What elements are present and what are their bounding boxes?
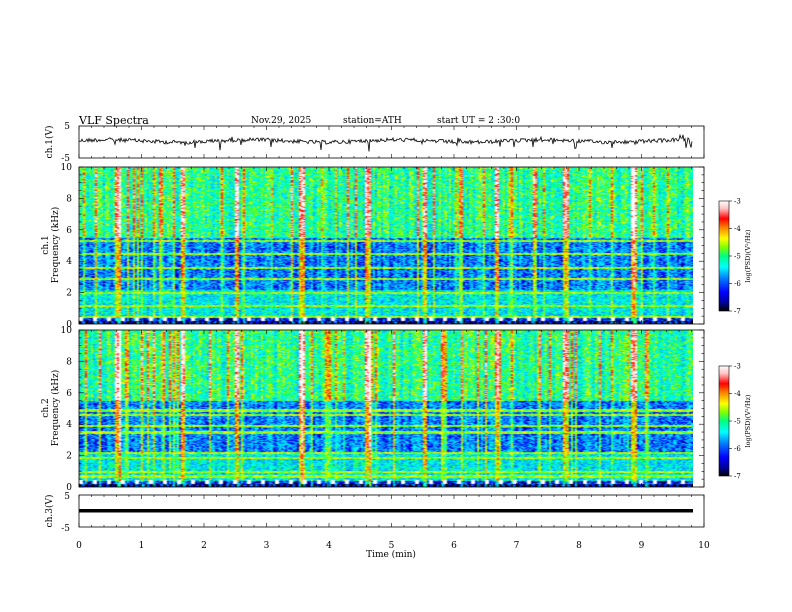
ch2-spectrogram-image (79, 330, 693, 487)
ch1-colorbar-ticks: -3 -4 -5 -6 -7 (729, 198, 741, 316)
colorbar-tick-label: -4 (734, 225, 741, 233)
ch2-spectrogram-panel: 0 2 4 6 8 10 ch.2 Frequency (kHz) (41, 326, 705, 493)
x-tick-label: 1 (139, 541, 145, 551)
x-tick-label: 8 (576, 541, 582, 551)
colorbar-tick-label: -3 (734, 198, 741, 206)
ch1-colorbar-label: log(PSD)(V²/Hz) (744, 229, 752, 282)
x-tick-label: 7 (514, 541, 520, 551)
ch1-waveform-line (78, 133, 693, 152)
x-tick-label: 10 (698, 541, 710, 551)
y-tick-label: 0 (66, 483, 72, 493)
ch3-ylabel: ch.3(V) (44, 495, 55, 528)
ch1-ytick-top: 5 (64, 122, 70, 132)
x-axis-label: Time (min) (366, 549, 416, 560)
x-tick-label: 6 (451, 541, 457, 551)
station-label: station=ATH (343, 116, 402, 126)
y-tick-label: 6 (66, 226, 72, 236)
y-tick-label: 6 (66, 389, 72, 399)
y-tick-label: 10 (61, 163, 73, 173)
ch1-spec-ylabel-line2: Frequency (kHz) (50, 207, 61, 284)
ch1-waveform-panel: 5 -5 ch.1(V) (44, 122, 705, 164)
x-axis-ticklabels: 0 1 2 3 4 5 6 7 8 9 10 (76, 541, 710, 551)
y-tick-label: 8 (66, 357, 72, 367)
y-tick-label: 2 (66, 289, 72, 299)
colorbar-tick-label: -4 (734, 390, 741, 398)
date-label: Nov.29, 2025 (251, 116, 312, 126)
ch2-colorbar-label: log(PSD)(V²/Hz) (744, 394, 752, 447)
colorbar-tick-label: -5 (734, 253, 741, 261)
ch1-spectrogram-panel: 0 2 4 6 8 10 ch.1 Frequency (kHz) (41, 163, 705, 330)
x-tick-label: 0 (76, 541, 82, 551)
ch1-ticks (78, 126, 705, 158)
colorbar-tick-label: -7 (734, 308, 741, 316)
figure-title: VLF Spectra (78, 114, 149, 127)
y-tick-label: 10 (61, 326, 73, 336)
y-tick-label: 0 (66, 320, 72, 330)
x-tick-label: 4 (326, 541, 332, 551)
ch3-ytick-bottom: -5 (61, 524, 70, 534)
ch3-waveform-panel: 5 -5 ch.3(V) (44, 492, 705, 534)
ch2-spec-ylabel-line2: Frequency (kHz) (50, 370, 61, 447)
ch2-colorbar: -3 -4 -5 -6 -7 log(PSD)(V²/Hz) (718, 363, 752, 481)
x-tick-label: 9 (639, 541, 645, 551)
y-tick-label: 4 (66, 257, 72, 267)
x-tick-label: 2 (201, 541, 207, 551)
start-time-label: start UT = 2 :30:0 (437, 116, 520, 126)
y-tick-label: 2 (66, 452, 72, 462)
ch2-spec-ylabel-line1: ch.2 (41, 398, 51, 417)
y-tick-label: 8 (66, 194, 72, 204)
y-tick-label: 4 (66, 420, 72, 430)
ch1-spec-yticklabels: 0 2 4 6 8 10 (61, 163, 73, 330)
x-tick-label: 3 (264, 541, 270, 551)
colorbar-tick-label: -3 (734, 363, 741, 371)
colorbar-tick-label: -7 (734, 473, 741, 481)
ch3-ytick-top: 5 (64, 492, 70, 502)
ch3-waveform-line (79, 509, 693, 513)
ch2-colorbar-bar (718, 365, 730, 477)
colorbar-tick-label: -5 (734, 418, 741, 426)
ch2-spec-ticks (78, 329, 705, 488)
x-tick-label: 5 (389, 541, 395, 551)
ch1-ytick-bottom: -5 (61, 154, 70, 164)
ch1-colorbar-bar (718, 200, 730, 312)
ch1-spec-ticks (78, 166, 705, 325)
ch3-ticks (78, 495, 705, 527)
ch2-spec-yticklabels: 0 2 4 6 8 10 (61, 326, 73, 493)
colorbar-tick-label: -6 (734, 445, 741, 453)
ch1-colorbar: -3 -4 -5 -6 -7 log(PSD)(V²/Hz) (718, 198, 752, 316)
ch1-ylabel: ch.1(V) (44, 126, 55, 159)
colorbar-tick-label: -6 (734, 280, 741, 288)
ch1-spec-ylabel-line1: ch.1 (41, 235, 51, 254)
ch2-colorbar-ticks: -3 -4 -5 -6 -7 (729, 363, 741, 481)
ch1-spectrogram-image (79, 167, 693, 324)
